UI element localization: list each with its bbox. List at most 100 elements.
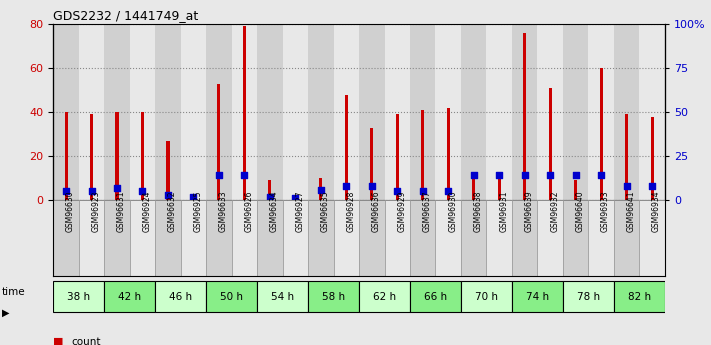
- Bar: [79, 200, 105, 276]
- Bar: [257, 24, 283, 200]
- Text: 42 h: 42 h: [118, 292, 141, 302]
- Bar: [538, 24, 563, 200]
- Bar: [359, 281, 410, 312]
- Text: 66 h: 66 h: [424, 292, 447, 302]
- Point: [621, 183, 632, 189]
- Bar: [181, 24, 206, 200]
- Bar: [283, 200, 308, 276]
- Point: [213, 173, 225, 178]
- Bar: [53, 200, 79, 276]
- Bar: [155, 200, 181, 276]
- Bar: [359, 200, 385, 276]
- Bar: [206, 281, 257, 312]
- Text: ■: ■: [53, 337, 64, 345]
- Bar: [192, 196, 195, 200]
- Text: ▶: ▶: [2, 307, 10, 317]
- Text: GSM96634: GSM96634: [270, 191, 279, 232]
- Bar: [308, 200, 333, 276]
- Text: GSM96638: GSM96638: [474, 191, 483, 232]
- Bar: [512, 24, 538, 200]
- Bar: [396, 114, 399, 200]
- Bar: [79, 24, 105, 200]
- Text: GSM96932: GSM96932: [550, 191, 559, 232]
- Bar: [308, 24, 333, 200]
- Text: GDS2232 / 1441749_at: GDS2232 / 1441749_at: [53, 9, 198, 22]
- Bar: [574, 180, 577, 200]
- Bar: [639, 200, 665, 276]
- Point: [60, 188, 72, 194]
- Text: GSM96924: GSM96924: [142, 191, 151, 232]
- Point: [493, 173, 505, 178]
- Point: [188, 194, 199, 199]
- Bar: [155, 24, 181, 200]
- Point: [264, 194, 276, 199]
- Text: GSM96925: GSM96925: [193, 191, 203, 232]
- Bar: [410, 200, 435, 276]
- Bar: [232, 200, 257, 276]
- Point: [239, 173, 250, 178]
- Text: 82 h: 82 h: [628, 292, 651, 302]
- Bar: [385, 24, 410, 200]
- Text: GSM96930: GSM96930: [448, 191, 457, 232]
- Point: [646, 183, 658, 189]
- Text: GSM96927: GSM96927: [295, 191, 304, 232]
- Bar: [461, 24, 486, 200]
- Text: GSM96630: GSM96630: [66, 191, 75, 232]
- Text: 70 h: 70 h: [475, 292, 498, 302]
- Point: [162, 192, 173, 198]
- Bar: [410, 281, 461, 312]
- Text: 58 h: 58 h: [322, 292, 345, 302]
- Bar: [105, 281, 155, 312]
- Point: [392, 188, 403, 194]
- Point: [112, 185, 123, 190]
- Point: [595, 173, 606, 178]
- Bar: [486, 200, 512, 276]
- Text: GSM96636: GSM96636: [372, 191, 381, 232]
- Text: 54 h: 54 h: [271, 292, 294, 302]
- Bar: [498, 174, 501, 200]
- Point: [442, 188, 454, 194]
- Bar: [523, 33, 526, 200]
- Bar: [115, 112, 119, 200]
- Bar: [486, 24, 512, 200]
- Bar: [105, 24, 129, 200]
- Text: 46 h: 46 h: [169, 292, 192, 302]
- Bar: [625, 114, 628, 200]
- Bar: [589, 24, 614, 200]
- Bar: [90, 114, 93, 200]
- Point: [366, 183, 378, 189]
- Text: GSM96637: GSM96637: [423, 191, 432, 232]
- Text: 62 h: 62 h: [373, 292, 396, 302]
- Bar: [345, 95, 348, 200]
- Point: [341, 183, 352, 189]
- Text: GSM96929: GSM96929: [397, 191, 406, 232]
- Bar: [370, 128, 373, 200]
- Bar: [563, 200, 589, 276]
- Bar: [651, 117, 653, 200]
- Bar: [257, 200, 283, 276]
- Bar: [65, 112, 68, 200]
- Point: [468, 173, 479, 178]
- Text: GSM96923: GSM96923: [92, 191, 100, 232]
- Point: [570, 173, 582, 178]
- Bar: [129, 24, 155, 200]
- Point: [315, 187, 326, 192]
- Point: [86, 188, 97, 194]
- Point: [417, 188, 429, 194]
- Bar: [319, 178, 322, 200]
- Text: GSM96639: GSM96639: [525, 191, 534, 232]
- Bar: [181, 200, 206, 276]
- Text: count: count: [71, 337, 100, 345]
- Bar: [206, 200, 232, 276]
- Bar: [218, 83, 220, 200]
- Bar: [599, 68, 603, 200]
- Bar: [385, 200, 410, 276]
- Bar: [461, 200, 486, 276]
- Bar: [232, 24, 257, 200]
- Bar: [589, 200, 614, 276]
- Bar: [141, 112, 144, 200]
- Bar: [155, 281, 206, 312]
- Text: GSM96640: GSM96640: [576, 191, 584, 232]
- Bar: [563, 281, 614, 312]
- Point: [137, 188, 148, 194]
